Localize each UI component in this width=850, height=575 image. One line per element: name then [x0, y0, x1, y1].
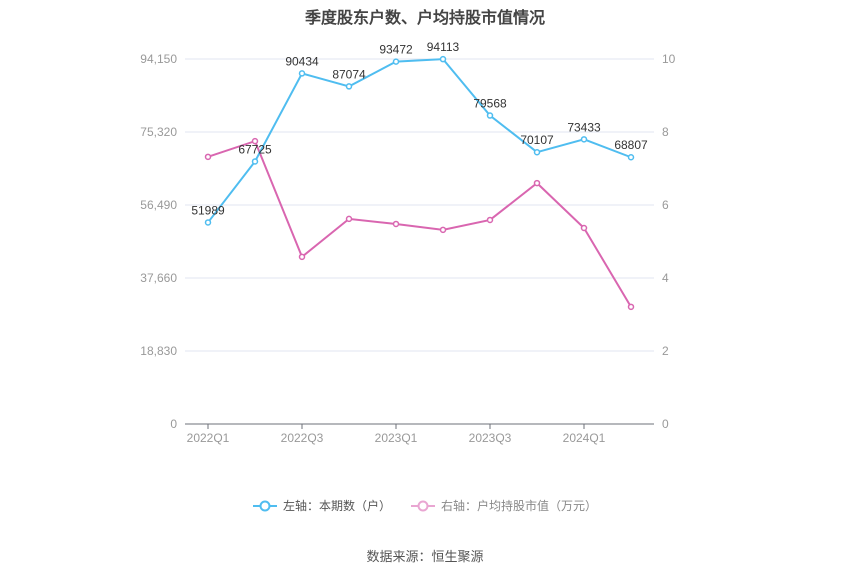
- right-axis-tick: 6: [662, 198, 669, 212]
- data-point[interactable]: [580, 136, 588, 143]
- data-source-note: 数据来源：恒生聚源: [366, 549, 484, 564]
- data-point[interactable]: [486, 216, 494, 224]
- left-axis-tick: 94,150: [140, 52, 177, 66]
- left-axis-tick: 75,320: [140, 125, 177, 139]
- data-label: 67725: [238, 142, 272, 156]
- data-label: 70107: [520, 133, 554, 147]
- data-point[interactable]: [392, 58, 400, 65]
- legend-item-left-series[interactable]: 左轴：本期数（户）: [252, 497, 391, 514]
- data-point[interactable]: [533, 148, 541, 156]
- chart-title: 季度股东户数、户均持股市值情况: [304, 10, 545, 27]
- legend: 左轴：本期数（户） 右轴：户均持股市值（万元）: [0, 497, 850, 514]
- right-axis-tick: 0: [662, 417, 669, 431]
- data-label: 94113: [427, 40, 460, 54]
- x-axis-label: 2022Q3: [281, 431, 324, 445]
- right-axis-tick: 4: [662, 271, 669, 285]
- left-axis-tick: 0: [170, 417, 177, 431]
- x-axis-label: 2023Q1: [375, 431, 418, 445]
- data-label: 51989: [191, 203, 225, 217]
- data-point[interactable]: [627, 153, 635, 161]
- data-label: 73433: [567, 120, 601, 134]
- data-label: 68807: [614, 138, 648, 152]
- data-point[interactable]: [627, 303, 635, 311]
- x-axis-label: 2023Q3: [469, 431, 512, 445]
- data-point[interactable]: [251, 158, 259, 165]
- left-axis-tick: 37,660: [140, 271, 177, 285]
- data-point[interactable]: [345, 215, 353, 223]
- right-series-line: [207, 139, 632, 308]
- data-label: 90434: [285, 54, 319, 68]
- data-point[interactable]: [298, 253, 306, 261]
- data-point[interactable]: [439, 226, 447, 234]
- right-axis-tick: 2: [662, 344, 669, 358]
- x-axis-label: 2024Q1: [563, 431, 606, 445]
- legend-line-marker-icon: [411, 500, 435, 511]
- data-label: 93472: [379, 43, 413, 57]
- left-axis-tick: 56,490: [140, 198, 177, 212]
- left-axis-tick: 18,830: [140, 344, 177, 358]
- data-point[interactable]: [204, 219, 212, 226]
- legend-label: 右轴：户均持股市值（万元）: [441, 499, 598, 513]
- legend-label: 左轴：本期数（户）: [282, 499, 391, 513]
- data-point[interactable]: [533, 179, 541, 187]
- data-label: 79568: [473, 97, 507, 111]
- data-point[interactable]: [251, 137, 259, 145]
- data-point[interactable]: [439, 55, 447, 63]
- data-point[interactable]: [580, 224, 588, 232]
- data-point[interactable]: [298, 70, 306, 77]
- data-point[interactable]: [392, 220, 400, 228]
- data-point[interactable]: [204, 153, 212, 161]
- legend-line-marker-icon: [252, 500, 277, 511]
- legend-item-right-series[interactable]: 右轴：户均持股市值（万元）: [411, 497, 597, 514]
- right-axis-tick: 8: [662, 125, 669, 139]
- data-point[interactable]: [486, 112, 494, 119]
- data-point[interactable]: [345, 83, 353, 90]
- right-axis-tick: 10: [662, 52, 676, 66]
- data-label: 87074: [332, 67, 366, 81]
- left-series-line: [207, 58, 632, 224]
- x-axis-label: 2022Q1: [187, 431, 230, 445]
